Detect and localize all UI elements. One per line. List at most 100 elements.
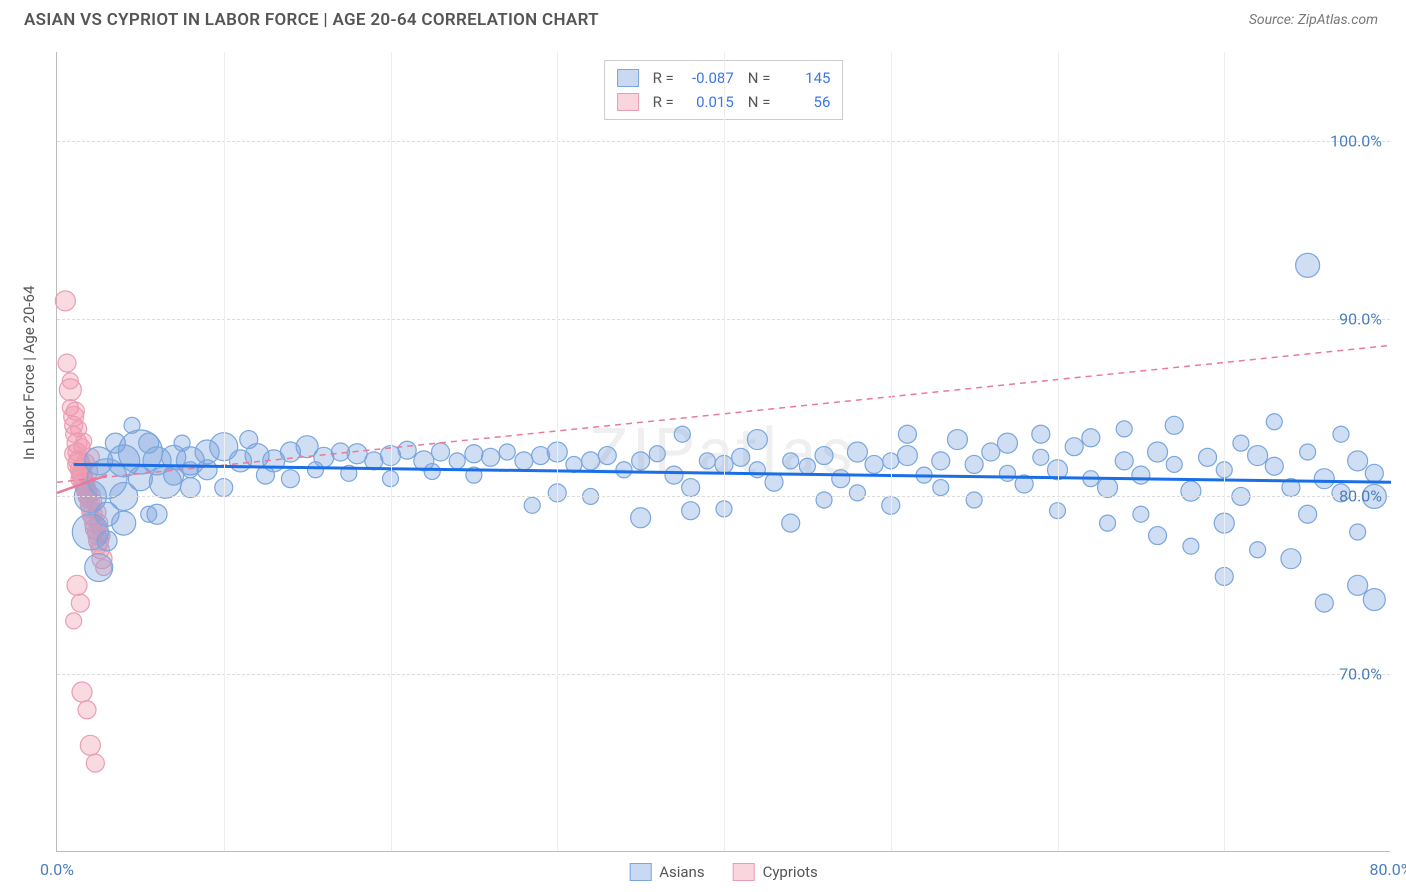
scatter-point bbox=[180, 478, 200, 498]
scatter-point bbox=[1166, 456, 1182, 472]
x-tick-label: 0.0% bbox=[40, 860, 74, 879]
scatter-point bbox=[86, 754, 104, 772]
scatter-point bbox=[1098, 478, 1118, 498]
series-legend: Asians Cypriots bbox=[629, 863, 818, 881]
scatter-point bbox=[1133, 506, 1149, 522]
legend-swatch-asians bbox=[629, 863, 651, 881]
gridline-vertical bbox=[557, 52, 558, 851]
scatter-point bbox=[499, 444, 515, 460]
scatter-point bbox=[947, 430, 967, 450]
scatter-point bbox=[966, 492, 982, 508]
scatter-point bbox=[598, 447, 616, 465]
scatter-point bbox=[849, 485, 865, 501]
scatter-point bbox=[80, 735, 100, 755]
scatter-point bbox=[932, 452, 950, 470]
scatter-point bbox=[1233, 435, 1249, 451]
scatter-point bbox=[999, 465, 1015, 481]
legend-item-asians: Asians bbox=[629, 863, 704, 881]
scatter-point bbox=[65, 445, 83, 463]
scatter-point bbox=[1115, 452, 1133, 470]
legend-label-asians: Asians bbox=[659, 863, 704, 881]
scatter-point bbox=[398, 441, 416, 459]
scatter-point bbox=[897, 446, 917, 466]
scatter-point bbox=[1100, 515, 1116, 531]
scatter-point bbox=[765, 473, 783, 491]
scatter-point bbox=[816, 492, 832, 508]
scatter-point bbox=[432, 443, 450, 461]
scatter-point bbox=[982, 443, 1000, 461]
scatter-point bbox=[1132, 466, 1150, 484]
r-value-asians: -0.087 bbox=[682, 66, 734, 90]
scatter-point bbox=[1250, 542, 1266, 558]
scatter-point bbox=[424, 464, 440, 480]
swatch-asians bbox=[617, 69, 639, 87]
scatter-point bbox=[1365, 464, 1383, 482]
x-tick-label: 80.0% bbox=[1370, 860, 1406, 879]
r-value-cypriots: 0.015 bbox=[682, 90, 734, 114]
scatter-point bbox=[674, 426, 690, 442]
scatter-point bbox=[1348, 575, 1368, 595]
legend-swatch-cypriots bbox=[733, 863, 755, 881]
scatter-point bbox=[182, 462, 198, 478]
gridline-vertical bbox=[724, 52, 725, 851]
scatter-point bbox=[847, 442, 867, 462]
gridline-vertical bbox=[1058, 52, 1059, 851]
scatter-point bbox=[1033, 449, 1049, 465]
scatter-point bbox=[1148, 442, 1168, 462]
y-tick-label: 100.0% bbox=[1330, 131, 1382, 150]
y-tick-label: 80.0% bbox=[1339, 487, 1382, 506]
scatter-point bbox=[933, 480, 949, 496]
n-label: N = bbox=[748, 90, 771, 114]
scatter-point bbox=[58, 354, 76, 372]
scatter-point bbox=[632, 452, 650, 470]
y-tick-label: 90.0% bbox=[1339, 309, 1382, 328]
scatter-point bbox=[782, 514, 800, 532]
scatter-point bbox=[71, 594, 89, 612]
scatter-point bbox=[515, 452, 533, 470]
y-tick-label: 70.0% bbox=[1339, 665, 1382, 684]
scatter-point bbox=[141, 506, 157, 522]
scatter-point bbox=[449, 453, 465, 469]
scatter-point bbox=[66, 402, 84, 420]
scatter-point bbox=[1183, 538, 1199, 554]
scatter-point bbox=[965, 455, 983, 473]
swatch-cypriots bbox=[617, 93, 639, 111]
scatter-point bbox=[865, 455, 883, 473]
scatter-point bbox=[97, 531, 117, 551]
scatter-point bbox=[72, 682, 92, 702]
scatter-point bbox=[682, 479, 700, 497]
scatter-point bbox=[682, 502, 700, 520]
gridline-vertical bbox=[224, 52, 225, 851]
scatter-point bbox=[482, 448, 500, 466]
scatter-point bbox=[898, 425, 916, 443]
scatter-point bbox=[616, 462, 632, 478]
scatter-point bbox=[62, 373, 78, 389]
scatter-point bbox=[582, 452, 600, 470]
scatter-point bbox=[78, 701, 96, 719]
scatter-point bbox=[997, 433, 1017, 453]
scatter-point bbox=[1296, 253, 1320, 277]
scatter-point bbox=[815, 447, 833, 465]
scatter-point bbox=[55, 291, 75, 311]
scatter-point bbox=[1299, 505, 1317, 523]
scatter-point bbox=[314, 447, 334, 467]
scatter-point bbox=[1333, 426, 1349, 442]
source-attribution: Source: ZipAtlas.com bbox=[1249, 12, 1378, 28]
scatter-point bbox=[197, 460, 217, 480]
scatter-point bbox=[783, 453, 799, 469]
scatter-point bbox=[799, 458, 815, 474]
scatter-point bbox=[532, 447, 550, 465]
scatter-point bbox=[1314, 469, 1334, 489]
scatter-point bbox=[1032, 425, 1050, 443]
scatter-point bbox=[1315, 594, 1333, 612]
r-label: R = bbox=[653, 90, 674, 114]
gridline-vertical bbox=[391, 52, 392, 851]
scatter-point bbox=[465, 445, 483, 463]
n-value-asians: 145 bbox=[778, 66, 830, 90]
scatter-point bbox=[1350, 524, 1366, 540]
scatter-point bbox=[67, 575, 87, 595]
scatter-point bbox=[1363, 589, 1385, 611]
scatter-point bbox=[749, 462, 765, 478]
scatter-point bbox=[631, 508, 651, 528]
scatter-point bbox=[347, 444, 367, 464]
